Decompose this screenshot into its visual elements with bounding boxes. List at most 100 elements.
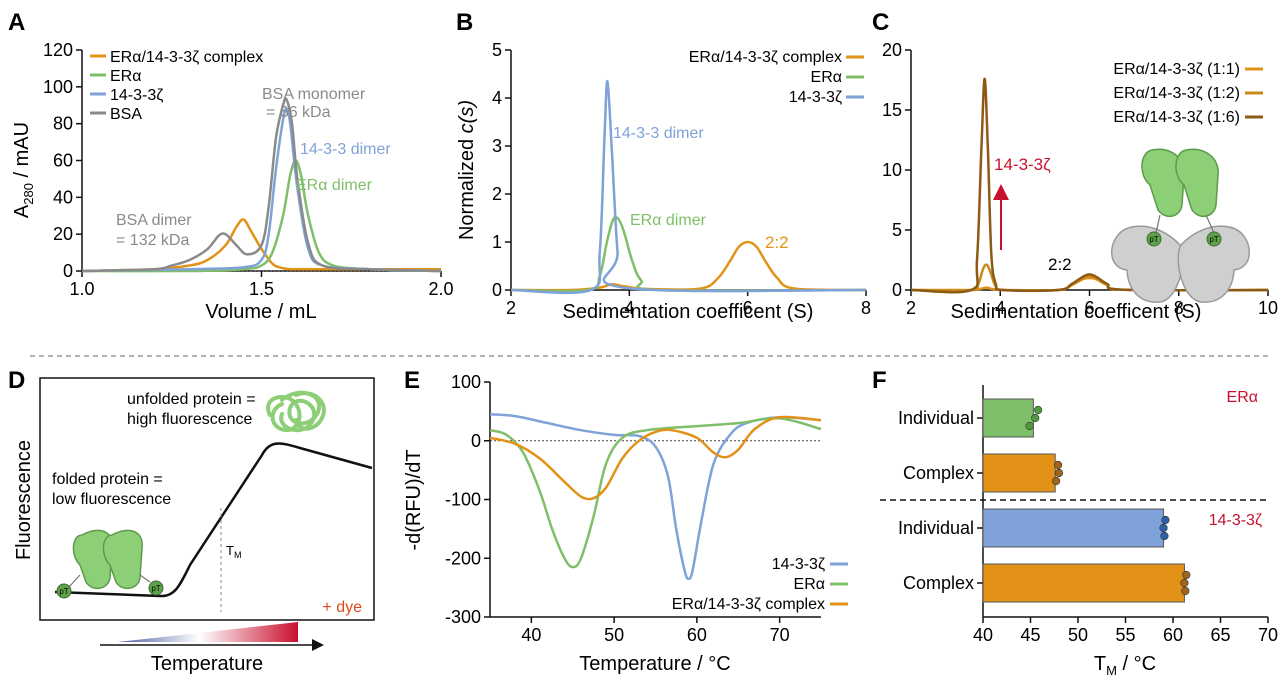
annot-bsa-dimer-2: = 132 kDa bbox=[116, 232, 189, 249]
complex-cartoon-icon: pT pT bbox=[1111, 148, 1250, 303]
group-label-1433: 14-3-3ζ bbox=[1209, 512, 1262, 529]
y-tick-label: 10 bbox=[882, 160, 902, 180]
panel-f-bars bbox=[982, 398, 1191, 603]
annot-bsa-dimer-1: BSA dimer bbox=[116, 212, 192, 229]
y-tick-label: 20 bbox=[882, 40, 902, 60]
x-tick-label: 8 bbox=[1174, 298, 1184, 318]
panel-letter-e: E bbox=[404, 367, 420, 394]
panel-a-xlabel: Volume / mL bbox=[205, 301, 316, 323]
legend-a-complex: ERα/14-3-3ζ complex bbox=[110, 49, 263, 66]
x-tick-label: 2.0 bbox=[428, 279, 453, 299]
x-tick-label: 40 bbox=[521, 625, 541, 645]
y-tick-label: 60 bbox=[53, 151, 73, 171]
replicate-point bbox=[1160, 531, 1169, 541]
legend-c-11: ERα/14-3-3ζ (1:1) bbox=[1113, 61, 1240, 78]
replicate-point bbox=[1161, 515, 1170, 525]
y-tick-label: 100 bbox=[451, 372, 481, 392]
y-tick-label: 100 bbox=[43, 77, 73, 97]
panel-letter-d: D bbox=[8, 367, 25, 394]
panel-b-lines bbox=[510, 79, 867, 295]
x-tick-label: 65 bbox=[1210, 625, 1230, 645]
panel-c: 0 5 10 15 20 2 4 6 8 10 Sedimentation coefficent … bbox=[882, 40, 1278, 323]
x-tick-label: 2 bbox=[906, 298, 916, 318]
y-tick-label: 0 bbox=[471, 431, 481, 451]
panel-letter-f: F bbox=[872, 367, 887, 394]
x-tick-label: 70 bbox=[1258, 625, 1278, 645]
y-tick-label: 0 bbox=[492, 280, 502, 300]
x-tick-label: 1.0 bbox=[69, 279, 94, 299]
replicate-point bbox=[1180, 578, 1189, 588]
annot-bsa-monomer-1: BSA monomer bbox=[262, 86, 366, 103]
pt-label-d2: pT bbox=[151, 584, 160, 593]
panel-a: 0 20 40 60 80 100 120 1.0 1.5 2.0 A280 / mAU Volu… bbox=[11, 40, 454, 323]
replicate-point bbox=[1052, 476, 1061, 486]
annot-era-dimer: ERα dimer bbox=[296, 177, 373, 194]
legend-a-era: ERα bbox=[110, 68, 141, 85]
bar-er--complex bbox=[982, 453, 1056, 493]
series-line-b-er-14-3-3-complex bbox=[510, 240, 867, 292]
panel-f-axes: 40 45 50 55 60 65 70 Individual Complex Individua… bbox=[898, 385, 1278, 645]
x-tick-label: 4 bbox=[624, 298, 634, 318]
folded-label-1: folded protein = bbox=[52, 471, 163, 488]
bar-14-3-3--complex bbox=[982, 563, 1185, 603]
x-tick-label: 2 bbox=[506, 298, 516, 318]
panel-f-xlabel: TM / °C bbox=[1094, 653, 1156, 678]
pt-label-c2: pT bbox=[1209, 235, 1218, 244]
panel-d-xlabel: Temperature bbox=[151, 653, 263, 675]
y-tick-label: 0 bbox=[63, 261, 73, 281]
panel-e-legend: 14-3-3ζ ERα ERα/14-3-3ζ complex bbox=[672, 556, 848, 613]
unfolded-label-2: high fluorescence bbox=[127, 411, 253, 428]
panel-d-frame bbox=[39, 377, 375, 621]
x-tick-label: 60 bbox=[1163, 625, 1183, 645]
folded-label-2: low fluorescence bbox=[52, 491, 171, 508]
legend-c-16: ERα/14-3-3ζ (1:6) bbox=[1113, 109, 1240, 126]
y-tick-label: 40 bbox=[53, 187, 73, 207]
series-line-a-er-14-3-3-complex bbox=[81, 218, 441, 273]
group-label-era: ERα bbox=[1227, 389, 1258, 406]
legend-b-1433: 14-3-3ζ bbox=[789, 89, 842, 106]
series-line-e-er- bbox=[489, 417, 822, 569]
series-line-e-er-14-3-3-complex bbox=[489, 415, 822, 501]
y-tick-label: 2 bbox=[492, 184, 502, 204]
panel-e-axes: -300 -200 -100 0 100 40 50 60 70 bbox=[445, 372, 821, 645]
panel-b: 0 1 2 3 4 5 2 4 6 8 Normalized c(s) Sedimentation… bbox=[456, 40, 871, 323]
replicate-point bbox=[1159, 523, 1168, 533]
x-tick-label: 50 bbox=[604, 625, 624, 645]
series-line-a-bsa bbox=[81, 97, 442, 273]
x-tick-label: 10 bbox=[1258, 298, 1278, 318]
panel-a-axes: 0 20 40 60 80 100 120 1.0 1.5 2.0 bbox=[43, 40, 454, 299]
legend-c-12: ERα/14-3-3ζ (1:2) bbox=[1113, 85, 1240, 102]
replicate-point bbox=[1031, 413, 1040, 423]
category-label: Individual bbox=[898, 518, 974, 538]
x-tick-label: 6 bbox=[1084, 298, 1094, 318]
y-tick-label: 20 bbox=[53, 224, 73, 244]
y-tick-label: -200 bbox=[445, 548, 481, 568]
replicate-point bbox=[1182, 570, 1191, 580]
legend-e-1433: 14-3-3ζ bbox=[772, 556, 825, 573]
x-tick-label: 55 bbox=[1115, 625, 1135, 645]
tm-label: TM bbox=[226, 543, 241, 560]
x-tick-label: 60 bbox=[687, 625, 707, 645]
panel-a-lines bbox=[81, 97, 442, 273]
folded-protein-icon: pT pT bbox=[56, 529, 164, 599]
annot-1433-dimer: 14-3-3 dimer bbox=[300, 141, 391, 158]
melt-curve bbox=[54, 442, 373, 598]
category-label: Complex bbox=[903, 463, 974, 483]
replicate-point bbox=[1181, 586, 1190, 596]
bar-er--individual bbox=[982, 398, 1034, 438]
y-tick-label: -100 bbox=[445, 490, 481, 510]
y-tick-label: 5 bbox=[892, 220, 902, 240]
pt-label-d1: pT bbox=[59, 587, 68, 596]
legend-b-era: ERα bbox=[811, 69, 842, 86]
annot-b-1433-dimer: 14-3-3 dimer bbox=[613, 125, 704, 142]
panel-c-xlabel: Sedimentation coefficent (S) bbox=[951, 301, 1202, 323]
panel-c-legend: ERα/14-3-3ζ (1:1) ERα/14-3-3ζ (1:2) ERα/… bbox=[1113, 61, 1263, 126]
category-label: Complex bbox=[903, 573, 974, 593]
panel-c-lines bbox=[910, 77, 1269, 294]
pt-label-c1: pT bbox=[1149, 235, 1158, 244]
annot-b-era-dimer: ERα dimer bbox=[630, 212, 707, 229]
annot-bsa-monomer-2: = 66 kDa bbox=[266, 104, 331, 121]
legend-e-complex: ERα/14-3-3ζ complex bbox=[672, 596, 825, 613]
unfolded-protein-icon bbox=[266, 390, 326, 433]
